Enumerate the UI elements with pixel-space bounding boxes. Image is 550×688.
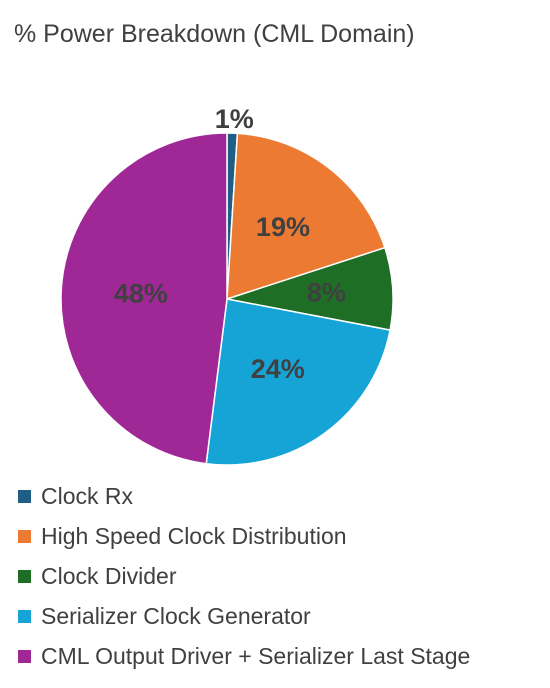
pie-slice-cml-output-driver-serializer-last-stage: [60, 132, 228, 465]
legend-swatch: [18, 569, 31, 583]
legend-label: Serializer Clock Generator: [41, 602, 311, 629]
data-label-cml-output-driver-serializer-last-stage: 48%: [114, 279, 168, 309]
data-label-clock-divider: 8%: [307, 278, 346, 308]
legend-item-clock-rx: Clock Rx: [18, 476, 470, 516]
legend-item-clock-divider: Clock Divider: [18, 556, 470, 596]
legend-item-cml-output-driver-serializer-last-stage: CML Output Driver + Serializer Last Stag…: [18, 636, 470, 676]
legend-swatch: [18, 529, 31, 543]
legend-label: Clock Divider: [41, 562, 177, 589]
pie-slice-serializer-clock-generator: [205, 298, 391, 466]
legend-item-high-speed-clock-distribution: High Speed Clock Distribution: [18, 516, 470, 556]
pie-slices: [60, 132, 394, 466]
chart-title: % Power Breakdown (CML Domain): [14, 20, 415, 48]
data-label-serializer-clock-generator: 24%: [251, 354, 305, 384]
legend-swatch: [18, 649, 31, 663]
legend: Clock Rx High Speed Clock Distribution Clo…: [18, 476, 470, 676]
pie-chart: 1% 19% 8% 24% 48%: [60, 104, 394, 466]
legend-swatch: [18, 489, 31, 503]
data-label-clock-rx: 1%: [215, 104, 254, 134]
data-label-high-speed-clock-distribution: 19%: [256, 212, 310, 242]
pie-data-labels: 1% 19% 8% 24% 48%: [114, 104, 346, 384]
legend-label: Clock Rx: [41, 482, 134, 509]
legend-label: High Speed Clock Distribution: [41, 522, 347, 549]
pie-slice-high-speed-clock-distribution: [226, 132, 386, 301]
legend-label: CML Output Driver + Serializer Last Stag…: [41, 642, 471, 669]
legend-swatch: [18, 609, 31, 623]
legend-item-serializer-clock-generator: Serializer Clock Generator: [18, 596, 470, 636]
